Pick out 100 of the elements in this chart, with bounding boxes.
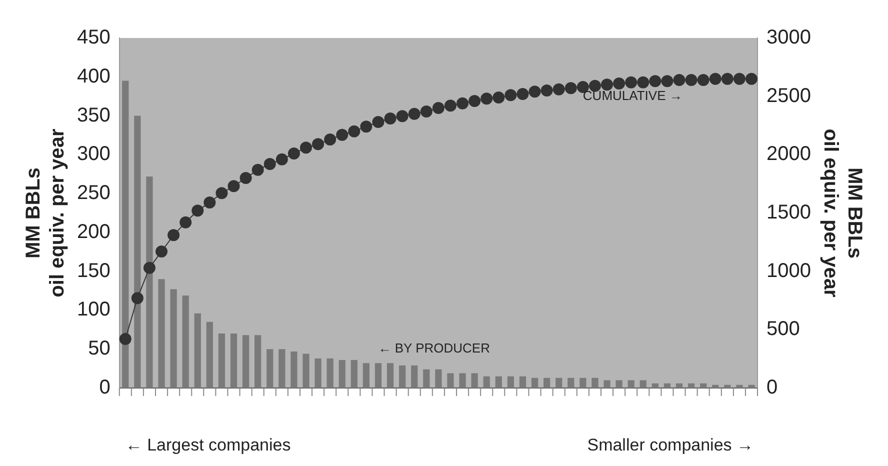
point [228,180,240,192]
bar [507,376,514,388]
point [420,106,432,118]
y2-axis-title: MM BBLs oil equiv. per year [819,128,866,298]
point [492,92,505,104]
y-tick-label: 150 [76,260,110,282]
point [143,262,156,274]
y-axis-title: MM BBLs oil equiv. per year [22,128,69,298]
bar [423,369,430,388]
bar [628,380,634,388]
point [733,72,746,85]
bar [399,365,406,388]
point [348,125,360,138]
bar [568,378,574,388]
bar [652,383,658,388]
y2-tick-label: 1500 [766,202,812,224]
bar [519,376,526,388]
y2-tick-label: 2500 [766,84,812,107]
annotation: ← BY PRODUCER [378,340,490,356]
bar [314,358,322,388]
bar [435,369,442,388]
y-tick-label: 100 [76,298,110,321]
bar [374,363,382,388]
point [408,108,420,120]
point [204,196,216,208]
point [432,102,444,114]
bar [531,378,538,388]
point [456,97,469,110]
bar [302,354,310,388]
point [601,78,614,91]
point [276,153,288,166]
bar [688,383,695,388]
bar [170,289,177,388]
bar [616,380,622,388]
bar [724,384,731,388]
point [372,116,384,128]
bar [266,349,274,388]
bar [182,295,189,388]
point [300,142,312,154]
bar [700,383,707,388]
point [360,120,372,133]
bar [748,384,755,388]
point [697,74,710,86]
y-tick-label: 450 [76,26,110,49]
bar [580,378,586,388]
bar [122,80,129,388]
bar [736,384,743,388]
bar [194,313,201,388]
point [384,112,396,124]
point [192,204,204,217]
bar [543,378,550,388]
bar [471,373,478,388]
point [613,78,626,90]
y-tick-label: 250 [76,182,110,204]
bar [676,383,683,388]
bar [290,351,298,388]
text: Smaller companies → [587,436,754,455]
point [396,110,408,122]
point [721,72,734,85]
point [288,148,300,160]
bar [664,383,671,388]
point [312,138,324,150]
point [685,74,698,86]
y-tick-label: 300 [76,143,110,166]
bar [206,322,213,388]
point [552,83,565,96]
y2-tick-label: 500 [766,318,800,340]
bar [604,380,610,388]
bar [712,384,719,388]
annotation: CUMULATIVE → [582,88,682,103]
y-tick-label: 0 [99,376,110,399]
point [156,246,168,258]
bar [495,376,502,388]
bar [254,335,262,388]
point [336,128,348,141]
bar [483,376,490,388]
point [637,76,650,88]
point [625,76,638,88]
point [180,216,192,228]
bar [230,334,238,388]
bar [447,373,454,388]
point [119,333,132,345]
bar [411,365,418,388]
y2-tick-label: 3000 [766,26,812,49]
bar [278,349,286,388]
point [324,134,336,146]
point [264,158,276,170]
point [168,229,180,242]
y-tick-label: 400 [76,65,110,88]
text: ← Largest companies [125,436,291,455]
y2-tick-label: 1000 [766,260,812,282]
point [673,74,686,86]
bar [338,360,346,388]
bar [556,378,562,388]
point [564,82,577,94]
bar [386,363,394,388]
point [528,86,541,98]
bar [592,378,598,388]
y-tick-label: 350 [76,104,110,126]
bar [134,116,141,388]
